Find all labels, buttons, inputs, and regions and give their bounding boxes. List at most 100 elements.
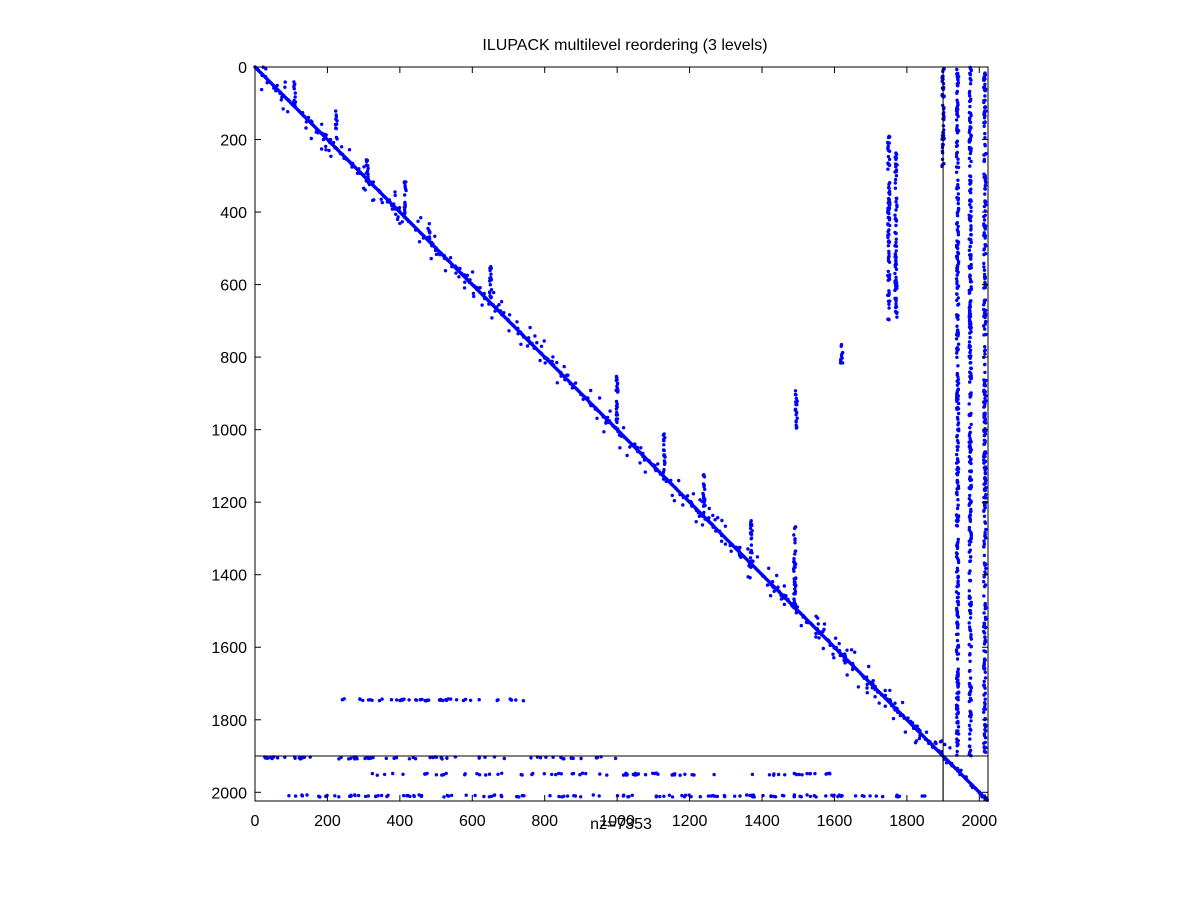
cluster-point — [334, 109, 338, 113]
cluster-point — [968, 548, 972, 552]
cluster-point — [969, 719, 973, 723]
near-diagonal-point — [794, 611, 798, 615]
near-diagonal-point — [944, 761, 949, 765]
row-band-point — [442, 795, 446, 799]
band-point — [933, 740, 937, 744]
band-point — [700, 523, 705, 527]
row-band-point — [441, 773, 446, 777]
cluster-point — [955, 187, 959, 191]
row-band-point — [633, 773, 637, 777]
near-diagonal-point — [653, 464, 657, 468]
cluster-point — [955, 150, 959, 155]
row-band-point — [440, 757, 444, 761]
band-point — [400, 220, 404, 224]
near-diagonal-point — [641, 452, 645, 457]
cluster-point — [982, 542, 987, 546]
cluster-point — [956, 595, 960, 599]
cluster-point — [983, 563, 987, 567]
cluster-point — [969, 366, 973, 370]
cluster-point — [956, 445, 960, 449]
row-band-point — [808, 794, 813, 799]
row-band-point — [578, 773, 582, 777]
near-diagonal-point — [870, 686, 874, 690]
row-band-point — [461, 698, 466, 703]
cluster-point — [967, 625, 972, 629]
cluster-point — [956, 480, 960, 484]
band-point — [685, 494, 690, 498]
band-point — [429, 256, 433, 261]
cluster-point — [614, 417, 619, 421]
cluster-point — [956, 178, 960, 182]
cluster-point — [982, 667, 987, 671]
cluster-point — [967, 340, 972, 344]
cluster-point — [955, 292, 959, 296]
cluster-point — [886, 144, 890, 149]
cluster-point — [894, 262, 898, 267]
cluster-point — [982, 442, 986, 446]
cluster-point — [292, 87, 296, 91]
cluster-point — [984, 566, 988, 571]
band-point — [636, 449, 640, 454]
cluster-point — [969, 285, 973, 289]
cluster-point — [983, 82, 987, 87]
cluster-point — [748, 556, 753, 560]
x-axis-ticks: 0 200 400 600 800 1000 1200 1400 1600 1800 2000 — [251, 67, 997, 830]
row-band-point — [407, 757, 412, 761]
band-point — [482, 291, 486, 296]
cluster-point — [968, 714, 972, 718]
band-point — [621, 426, 626, 430]
row-band-point — [598, 772, 602, 776]
row-band-point — [366, 698, 371, 702]
band-point — [816, 622, 820, 626]
cluster-point — [956, 397, 960, 401]
near-diagonal-point — [605, 415, 610, 420]
cluster-point — [956, 427, 961, 431]
cluster-point — [748, 550, 753, 555]
cluster-point — [968, 312, 973, 316]
cluster-point — [940, 145, 945, 150]
row-band-point — [667, 793, 672, 797]
band-point — [550, 359, 554, 364]
band-point — [324, 144, 328, 149]
row-band-point — [561, 757, 565, 761]
cluster-point — [402, 180, 407, 184]
cluster-point — [968, 73, 973, 77]
cluster-point — [982, 261, 986, 266]
cluster-point — [956, 695, 960, 699]
band-point — [681, 503, 685, 507]
row-band-point — [449, 793, 454, 798]
cluster-point — [982, 252, 986, 257]
cluster-point — [955, 545, 960, 549]
cluster-point — [969, 602, 973, 607]
cluster-point — [967, 213, 971, 217]
cluster-point — [887, 185, 891, 190]
row-band-point — [573, 794, 578, 798]
cluster-point — [894, 162, 899, 167]
cluster-point — [968, 327, 973, 331]
band-point — [739, 555, 743, 559]
band-point — [528, 325, 532, 330]
cluster-point — [982, 415, 986, 419]
cluster-point — [984, 319, 988, 324]
cluster-point — [893, 230, 897, 235]
cluster-point — [967, 744, 972, 748]
cluster-point — [887, 191, 891, 195]
cluster-point — [489, 266, 493, 270]
cluster-point — [792, 565, 797, 569]
cluster-point — [984, 527, 988, 532]
cluster-point — [955, 704, 960, 708]
cluster-point — [969, 689, 973, 693]
cluster-point — [982, 553, 987, 558]
cluster-point — [968, 608, 972, 613]
row-band-point — [517, 795, 521, 799]
cluster-point — [956, 246, 960, 251]
cluster-point — [955, 91, 959, 95]
cluster-point — [838, 361, 843, 365]
row-band-point — [361, 698, 365, 703]
cluster-point — [489, 288, 494, 292]
cluster-point — [792, 569, 796, 573]
x-tick-label: 1200 — [672, 813, 708, 830]
cluster-point — [982, 584, 987, 589]
cluster-point — [969, 257, 973, 261]
cluster-point — [956, 233, 961, 237]
